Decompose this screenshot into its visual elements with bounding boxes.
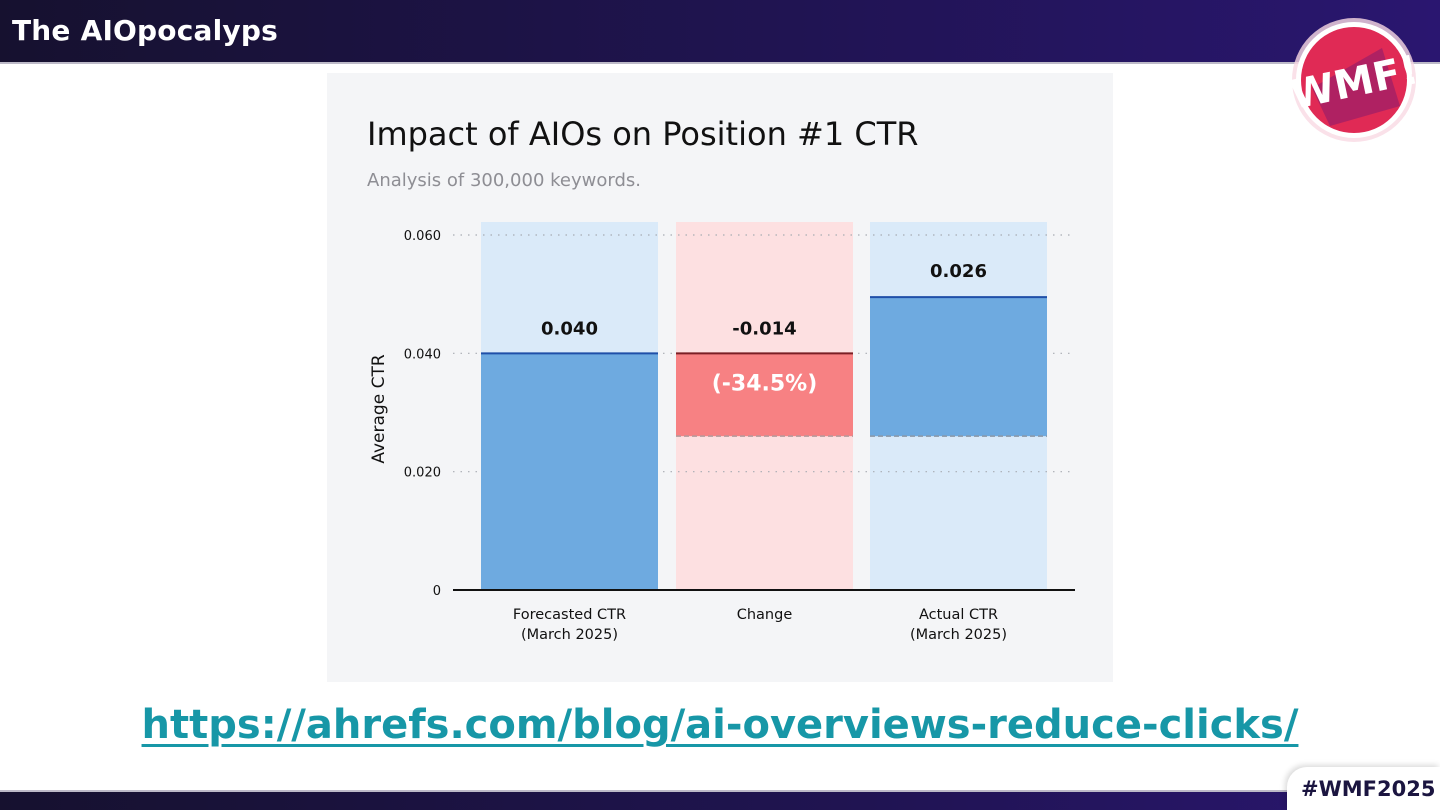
category-label: Forecasted CTR xyxy=(513,607,626,623)
footer-bar xyxy=(0,790,1440,810)
slide-title: The AIOpocalyps xyxy=(12,14,278,47)
hashtag-badge: #WMF2025 xyxy=(1287,767,1440,810)
chart-title: Impact of AIOs on Position #1 CTR xyxy=(367,115,918,153)
value-label-change: -0.014 xyxy=(732,318,796,339)
category-label-sub: (March 2025) xyxy=(910,627,1007,643)
y-tick-label: 0.060 xyxy=(404,229,441,244)
value-label-forecasted: 0.040 xyxy=(541,318,598,339)
y-tick-label: 0.040 xyxy=(404,347,441,362)
bar-change xyxy=(676,353,853,437)
header-bar: The AIOpocalyps xyxy=(0,0,1440,64)
y-tick-label: 0.020 xyxy=(404,466,441,481)
value-label-actual: 0.026 xyxy=(930,261,987,282)
source-link[interactable]: https://ahrefs.com/blog/ai-overviews-red… xyxy=(141,702,1299,748)
category-label: Change xyxy=(737,607,793,623)
wmf-logo: WMF! xyxy=(1287,18,1423,142)
category-label: Actual CTR xyxy=(919,607,998,623)
y-tick-label: 0 xyxy=(433,584,441,599)
category-label-sub: (March 2025) xyxy=(521,627,618,643)
chart-subtitle: Analysis of 300,000 keywords. xyxy=(367,170,641,191)
chart-card: Impact of AIOs on Position #1 CTR Analys… xyxy=(327,73,1113,682)
percent-change-label: (-34.5%) xyxy=(712,371,818,396)
y-axis-label: Average CTR xyxy=(369,354,389,463)
ctr-chart: Impact of AIOs on Position #1 CTR Analys… xyxy=(367,115,1075,643)
bar-forecasted xyxy=(481,353,658,590)
bar-actual xyxy=(870,297,1047,437)
